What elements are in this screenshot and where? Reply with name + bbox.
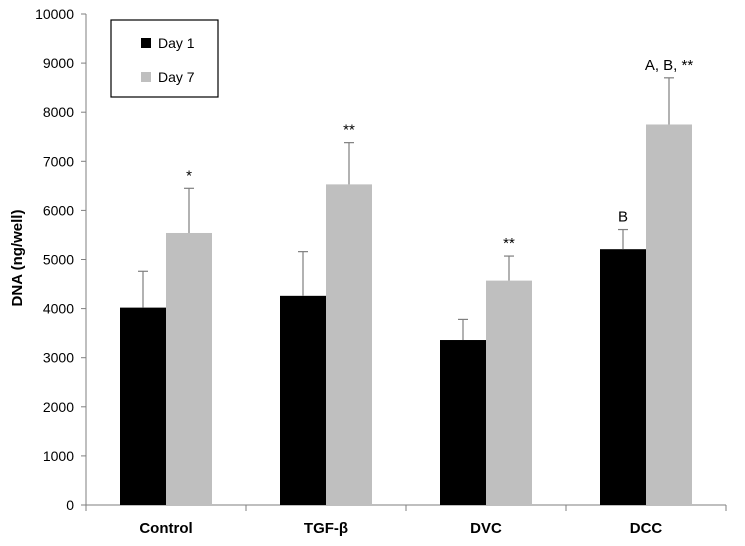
y-tick-label: 8000 <box>43 104 74 120</box>
bar-day-7 <box>486 280 532 505</box>
y-tick-label: 1000 <box>43 448 74 464</box>
x-tick-label: Control <box>139 520 192 537</box>
significance-label: B <box>618 209 628 226</box>
y-tick-label: 4000 <box>43 301 74 317</box>
bar-day-7 <box>326 184 372 505</box>
y-tick-label: 10000 <box>35 6 74 22</box>
legend-swatch-day-7 <box>141 72 151 82</box>
y-axis-label: DNA (ng/well) <box>9 210 26 307</box>
significance-label: ** <box>503 235 515 252</box>
error-bars <box>138 77 674 341</box>
significance-label: A, B, ** <box>645 57 694 74</box>
y-axis: 0 1000 2000 3000 4000 5000 6000 7000 8000 9000 100… <box>35 6 87 513</box>
legend-label-day-1: Day 1 <box>158 35 195 51</box>
y-tick-label: 5000 <box>43 252 74 268</box>
y-tick-label: 2000 <box>43 399 74 415</box>
bar-day-1 <box>120 307 166 505</box>
x-axis: Control TGF-β DVC DCC <box>85 504 727 537</box>
y-tick-label: 0 <box>66 497 74 513</box>
x-tick-label: DVC <box>470 520 502 537</box>
bar-day-7 <box>166 232 212 505</box>
y-tick-label: 6000 <box>43 202 74 218</box>
y-tick-label: 3000 <box>43 350 74 366</box>
bar-day-1 <box>280 295 326 505</box>
annotations: *****BA, B, ** <box>186 57 693 252</box>
bar-day-1 <box>600 249 646 505</box>
x-tick-label: TGF-β <box>304 520 348 537</box>
significance-label: * <box>186 167 192 184</box>
legend-box <box>110 19 219 98</box>
x-tick-label: DCC <box>630 520 663 537</box>
legend-swatch-day-1 <box>141 38 151 48</box>
significance-label: ** <box>343 122 355 139</box>
bars <box>120 124 692 505</box>
legend: Day 1 Day 7 <box>110 19 219 98</box>
legend-label-day-7: Day 7 <box>158 69 195 85</box>
bar-day-7 <box>646 124 692 505</box>
y-tick-label: 7000 <box>43 153 74 169</box>
y-tick-label: 9000 <box>43 55 74 71</box>
bar-day-1 <box>440 340 486 505</box>
